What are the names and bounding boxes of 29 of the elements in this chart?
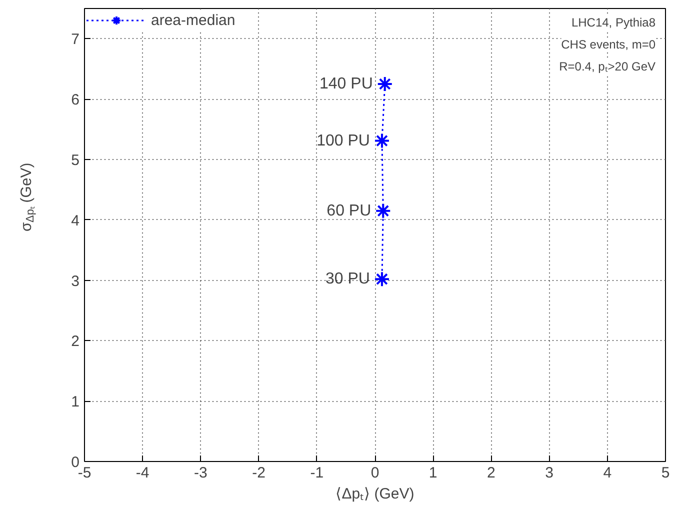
annotation: R=0.4, pₜ>20 GeV — [559, 60, 656, 74]
annotation: 30 PU — [326, 270, 370, 288]
x-tick-label: -5 — [78, 464, 92, 482]
y-tick-label: 6 — [71, 92, 80, 109]
y-tick-label: 5 — [71, 152, 80, 169]
y-tick-label: 7 — [71, 31, 80, 48]
annotation: CHS events, m=0 — [561, 38, 656, 52]
x-tick-label: 5 — [661, 464, 670, 482]
x-tick-label: -3 — [194, 464, 208, 482]
x-tick-label: 0 — [370, 464, 380, 482]
y-tick-label: 3 — [71, 272, 80, 290]
x-tick-label: -1 — [310, 464, 324, 482]
x-tick-label: 1 — [428, 464, 438, 482]
y-axis-title: σΔpₜ (GeV) — [18, 162, 36, 232]
x-tick-label: -2 — [252, 464, 266, 482]
y-tick-label: 0 — [71, 454, 80, 471]
x-tick-label: 3 — [545, 464, 554, 482]
y-tick-label: 2 — [71, 333, 80, 350]
y-tick-label: 1 — [71, 394, 80, 411]
x-tick-label: 2 — [487, 464, 496, 482]
annotation: 100 PU — [316, 132, 370, 150]
annotation: 140 PU — [320, 76, 373, 92]
annotation: 60 PU — [326, 202, 372, 220]
legend-label: area-median — [151, 12, 236, 28]
x-tick-label: 4 — [603, 464, 612, 482]
x-tick-label: -4 — [136, 464, 150, 482]
x-axis-title: ⟨Δpₜ⟩ (GeV) — [336, 486, 414, 502]
y-tick-label: 4 — [71, 212, 80, 230]
annotation: LHC14, Pythia8 — [571, 16, 656, 30]
